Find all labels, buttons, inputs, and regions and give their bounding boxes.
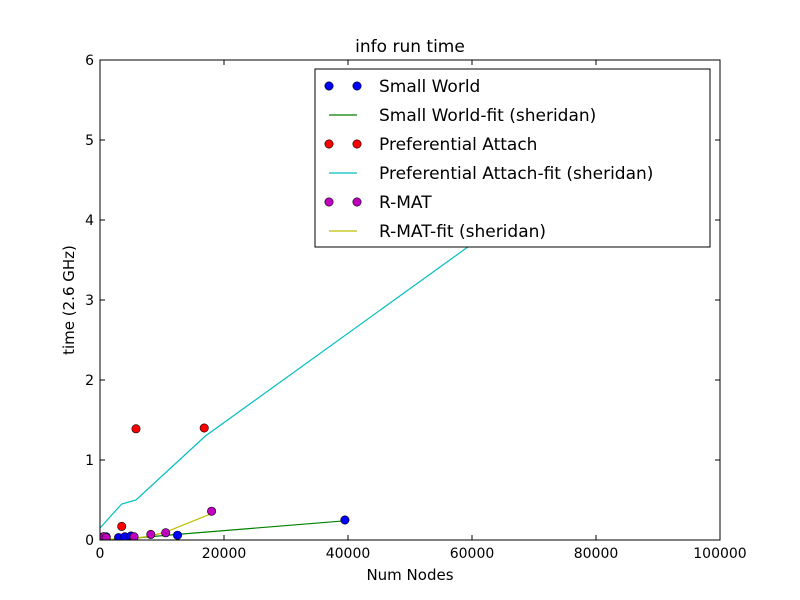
data-point — [207, 506, 217, 516]
legend-marker — [324, 139, 334, 149]
legend-marker — [324, 81, 334, 91]
legend-label: R-MAT-fit (sheridan) — [379, 222, 546, 242]
legend-marker — [352, 81, 362, 91]
legend-label: Small World — [379, 77, 480, 97]
data-point — [101, 533, 111, 540]
legend-label: Preferential Attach — [379, 135, 537, 155]
legend-label: Preferential Attach-fit (sheridan) — [379, 164, 653, 184]
y-tick-label: 0 — [85, 533, 94, 549]
y-tick-label: 1 — [85, 453, 94, 469]
data-point — [117, 521, 127, 531]
legend-label: Small World-fit (sheridan) — [379, 106, 596, 126]
x-axis-label: Num Nodes — [366, 566, 453, 584]
chart-title: info run time — [355, 37, 465, 57]
x-tick-label: 40000 — [326, 546, 371, 562]
data-point — [146, 529, 156, 539]
data-point — [161, 528, 171, 538]
x-tick-label: 100000 — [693, 546, 746, 562]
legend-label: R-MAT — [379, 193, 432, 213]
axes: 0 20000 40000 60000 80000 100000 0 1 2 3 4 5 6 — [85, 53, 747, 562]
legend: Small World Small World-fit (sheridan) Pre… — [314, 68, 711, 248]
x-tick-label: 0 — [96, 546, 105, 562]
y-tick-label: 5 — [85, 133, 94, 149]
y-tick-label: 4 — [85, 213, 94, 229]
x-tick-label: 20000 — [202, 546, 247, 562]
y-tick-label: 6 — [85, 53, 94, 69]
data-point — [173, 530, 183, 540]
series-group — [100, 239, 479, 540]
legend-box — [314, 68, 711, 248]
y-tick-label: 2 — [85, 373, 94, 389]
data-point — [199, 423, 209, 433]
legend-marker — [352, 139, 362, 149]
series-line-2 — [100, 239, 479, 529]
data-point — [131, 424, 141, 434]
legend-marker — [324, 197, 334, 207]
y-tick-label: 3 — [85, 293, 94, 309]
data-point — [129, 532, 139, 540]
plot-area — [100, 239, 479, 540]
data-point — [340, 515, 350, 525]
y-axis-label: time (2.6 GHz) — [60, 245, 78, 355]
x-tick-label: 60000 — [450, 546, 495, 562]
legend-marker — [352, 197, 362, 207]
x-tick-label: 80000 — [574, 546, 619, 562]
